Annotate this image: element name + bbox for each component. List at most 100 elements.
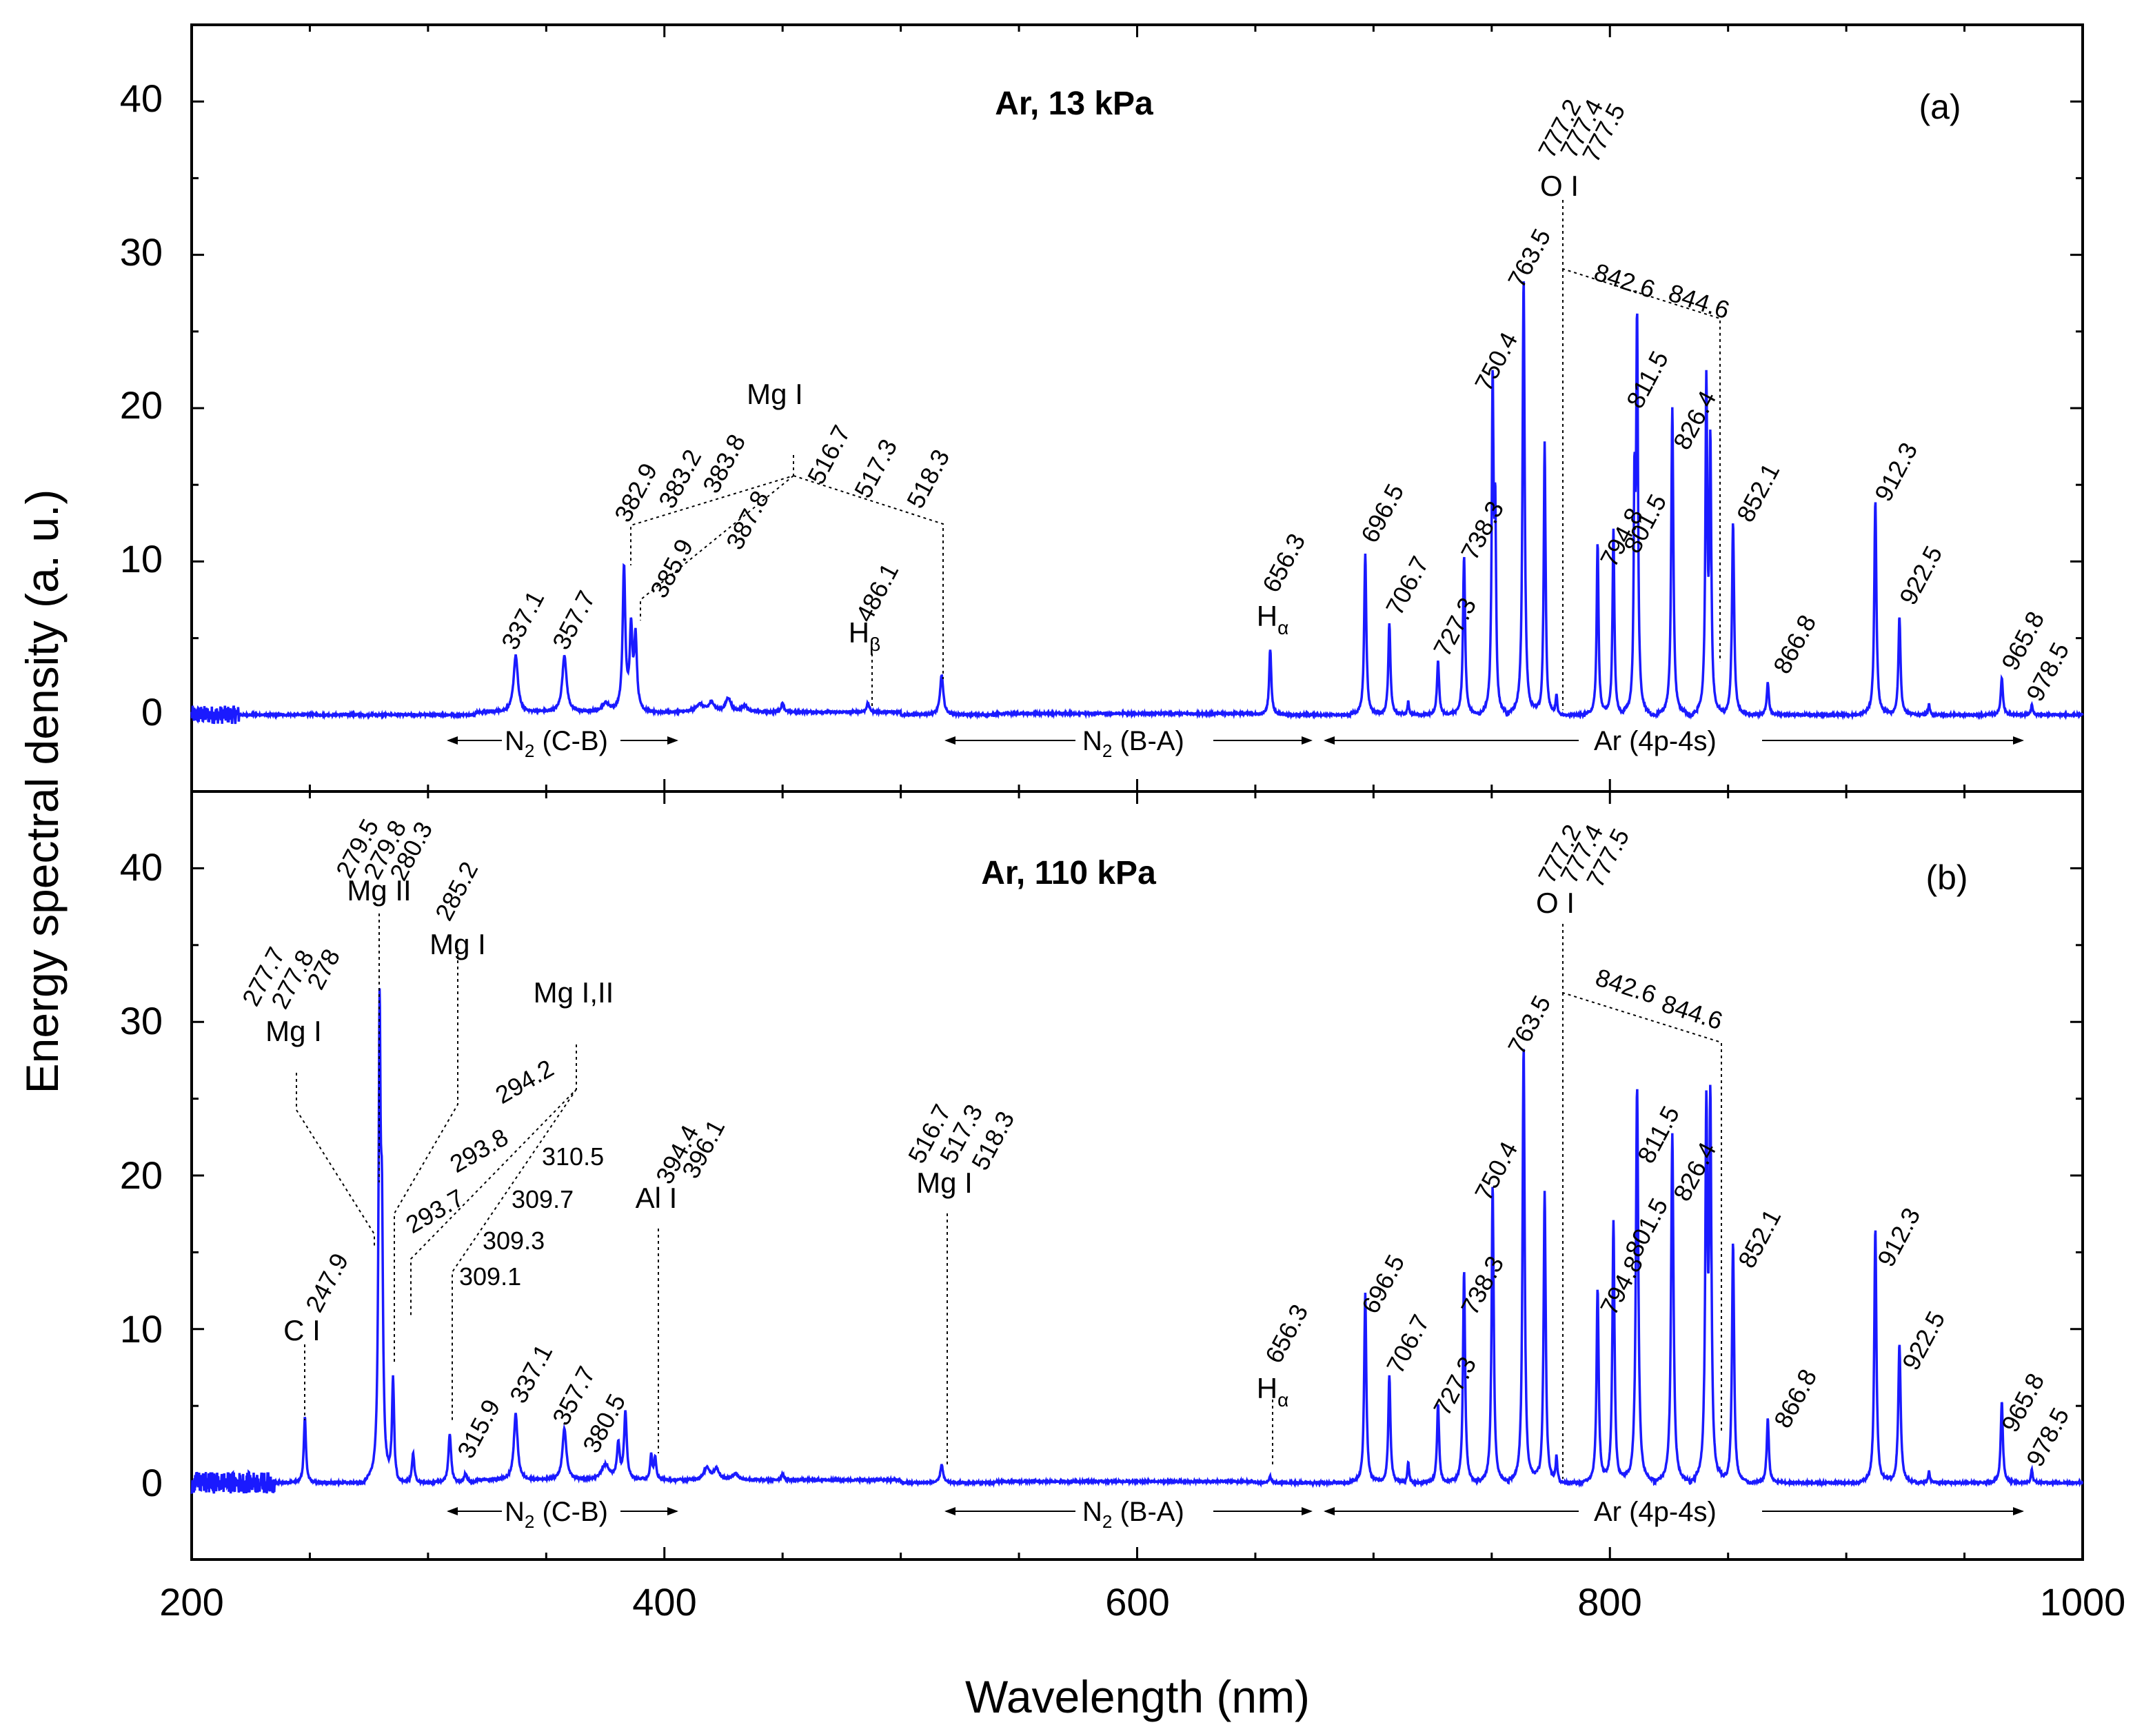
leader-line [296, 1073, 375, 1248]
y-tick-label: 0 [141, 1461, 163, 1504]
peak-label: 852.1 [1731, 458, 1785, 527]
panel-b-leader-lines [296, 914, 1722, 1479]
peak-label: 247.9 [300, 1249, 354, 1317]
species-label: Hα [1257, 600, 1289, 638]
peak-label: 738.3 [1455, 496, 1509, 565]
y-tick-label: 40 [120, 77, 163, 120]
species-label: Mg II [347, 874, 411, 907]
peak-label: 706.7 [1381, 1310, 1435, 1378]
peak-label: 844.6 [1659, 989, 1726, 1036]
x-tick-label: 1000 [2040, 1580, 2126, 1624]
peak-label: 866.8 [1768, 610, 1821, 678]
species-label: Mg I [429, 928, 486, 960]
peak-label: 794.8 [1595, 1251, 1648, 1320]
peak-label: 383.2 [653, 445, 707, 513]
peak-label: 516.7 [802, 421, 856, 489]
band-label-text: N [505, 726, 525, 756]
y-tick-label: 10 [120, 1307, 163, 1351]
peak-label: 763.5 [1502, 991, 1556, 1059]
peak-label: 337.1 [504, 1340, 558, 1408]
species-label: O I [1536, 887, 1575, 919]
species-label-text: H [849, 616, 869, 649]
species-label: O I [1540, 170, 1579, 202]
x-tick-labels: 200 400 600 800 1000 [159, 1580, 2125, 1624]
peak-label: 866.8 [1768, 1364, 1822, 1433]
panel-a-y-tick-labels: 0 10 20 30 40 [120, 77, 163, 734]
leader-line [394, 948, 458, 1365]
y-tick-label: 40 [120, 845, 163, 889]
peak-label: 706.7 [1380, 552, 1434, 620]
band-label-subscript: 2 [1102, 1511, 1112, 1532]
peak-label: 518.3 [901, 445, 955, 513]
peak-label: 922.5 [1894, 541, 1948, 609]
panel-b-spectrum-line [190, 988, 2084, 1494]
peak-label: 912.3 [1869, 438, 1923, 506]
panel-b-band-arrows: N2 (C-B) N2 (B-A) Ar (4p-4s) [447, 1497, 2024, 1532]
band-label-subscript: 2 [525, 1511, 534, 1532]
y-axis-title: Energy spectral density (a. u.) [17, 489, 68, 1094]
species-label-subscript: β [869, 634, 880, 655]
panel-b-y-tick-labels: 0 10 20 30 40 [120, 845, 163, 1504]
band-arrow-head [1302, 736, 1313, 745]
band-label-text: N [505, 1497, 525, 1527]
panel-a-band-arrows: N2 (C-B) N2 (B-A) Ar (4p-4s) [447, 726, 2024, 761]
peak-label: 285.2 [429, 857, 483, 925]
species-label-text: H [1257, 600, 1277, 632]
y-tick-label: 10 [120, 537, 163, 581]
peak-label: 309.7 [512, 1185, 574, 1213]
band-label: Ar (4p-4s) [1594, 726, 1717, 756]
band-label: N2 (C-B) [505, 726, 608, 761]
species-label: Mg I [265, 1015, 322, 1047]
band-label: Ar (4p-4s) [1594, 1497, 1717, 1527]
peak-label: 852.1 [1732, 1204, 1786, 1273]
peak-label: 842.6 [1591, 258, 1659, 304]
band-label-rest: (B-A) [1112, 726, 1184, 756]
band-arrow-head [1324, 1507, 1335, 1515]
leader-line [1562, 200, 1721, 662]
panel-b-species-labels: Mg I Mg II Mg I Mg I,II C I Al I Mg I Hα… [265, 874, 1575, 1411]
band-arrow-head [667, 736, 678, 745]
band-arrow-head [944, 736, 955, 745]
peak-label: 517.3 [849, 434, 902, 503]
peak-label: 826.4 [1668, 1138, 1721, 1206]
species-label: C I [283, 1314, 321, 1346]
peak-label: 382.9 [609, 458, 663, 527]
panel-a-peak-labels: 337.1 357.7 382.9 383.2 383.8 385.9 387.… [496, 94, 2074, 706]
band-label-rest: (C-B) [534, 726, 608, 756]
species-label: Al I [636, 1182, 678, 1214]
panel-a-frame [190, 23, 2084, 793]
peak-label: 811.5 [1632, 1101, 1685, 1167]
band-label: N2 (B-A) [1082, 1497, 1184, 1532]
panel-a-ticks [190, 23, 2084, 793]
peak-label: 811.5 [1621, 346, 1674, 412]
species-label: Hα [1257, 1372, 1289, 1411]
leader-line [793, 475, 944, 679]
panel-a-spectrum-line [190, 281, 2084, 725]
band-arrow-head [667, 1507, 678, 1515]
panel-a: 0 10 20 30 40 Ar, 13 kPa (a) Mg I Hβ Hα … [120, 23, 2084, 793]
peak-label: 750.4 [1469, 1137, 1523, 1205]
peak-label: 357.7 [547, 586, 600, 654]
band-label-subscript: 2 [1102, 740, 1112, 761]
y-tick-label: 30 [120, 999, 163, 1042]
peak-label: 801.5 [1619, 1193, 1673, 1262]
band-label-rest: (B-A) [1112, 1497, 1184, 1527]
peak-label: 294.2 [491, 1053, 559, 1109]
y-tick-label: 20 [120, 1153, 163, 1197]
peak-label: 293.7 [401, 1183, 469, 1239]
peak-label: 696.5 [1355, 479, 1409, 547]
peak-label: 309.3 [483, 1227, 545, 1255]
peak-label: 844.6 [1666, 279, 1733, 325]
peak-label: 922.5 [1897, 1306, 1950, 1375]
peak-label: 763.5 [1502, 224, 1556, 292]
band-label-subscript: 2 [525, 740, 534, 761]
band-label-text: N [1082, 726, 1102, 756]
species-label: Mg I [916, 1167, 973, 1199]
peak-label: 310.5 [542, 1142, 604, 1171]
species-label-subscript: α [1277, 617, 1288, 638]
leader-line [630, 455, 794, 565]
peak-label: 912.3 [1872, 1203, 1925, 1271]
panel-a-title: Ar, 13 kPa [995, 85, 1153, 122]
